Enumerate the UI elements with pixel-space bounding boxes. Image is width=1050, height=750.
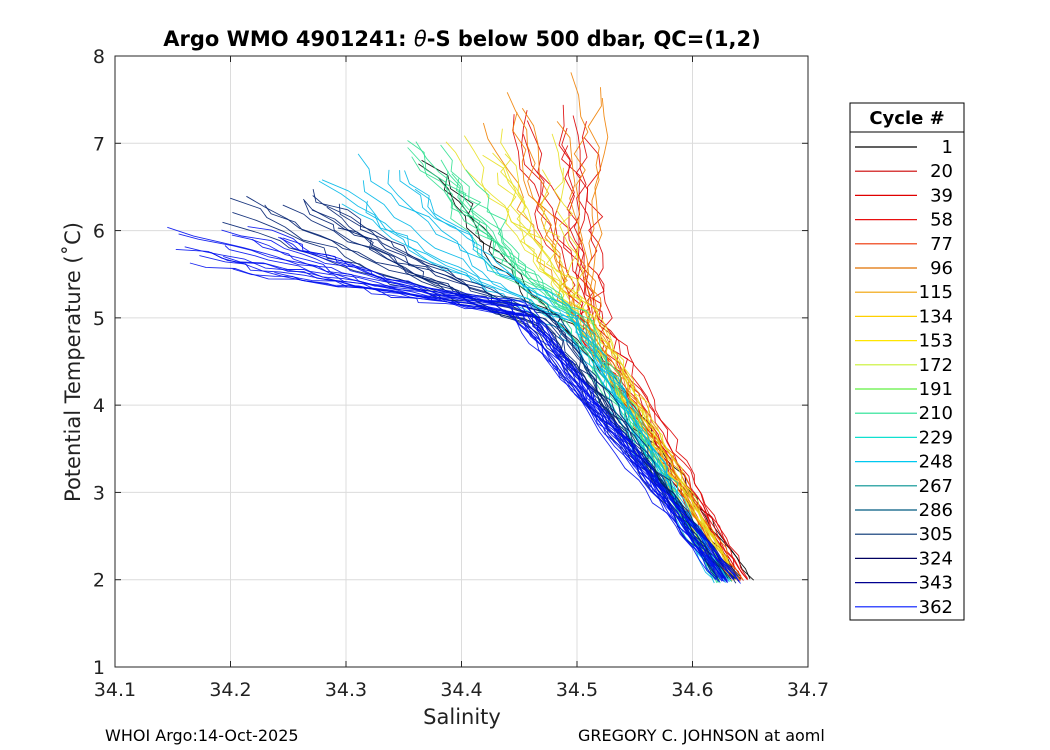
profile-line: [280, 236, 740, 582]
y-axis-ticks: 1 2 3 4 5 6 7 8: [93, 46, 808, 679]
profile-line: [572, 115, 749, 581]
x-tick-label: 34.4: [440, 679, 482, 701]
profile-line: [221, 229, 729, 583]
y-tick-label: 6: [93, 221, 105, 243]
y-tick-label: 5: [93, 308, 105, 330]
legend-label: 248: [919, 452, 953, 473]
y-tick-label: 2: [93, 570, 105, 592]
profile-line: [167, 226, 717, 580]
profile-line: [252, 238, 718, 579]
legend-label: 1: [942, 137, 953, 158]
profile-line: [231, 234, 725, 582]
legend-label: 286: [919, 500, 953, 521]
y-tick-label: 8: [93, 46, 105, 68]
y-tick-label: 1: [93, 657, 105, 679]
legend-label: 305: [919, 524, 953, 545]
legend-label: 191: [919, 379, 953, 400]
y-tick-label: 3: [93, 482, 105, 504]
footer-left: WHOI Argo:14-Oct-2025: [105, 726, 299, 745]
legend-label: 153: [919, 331, 953, 352]
legend-label: 96: [930, 258, 953, 279]
y-tick-label: 7: [93, 133, 105, 155]
legend-label: 210: [919, 403, 953, 424]
profile-line: [482, 154, 736, 582]
profile-line: [575, 121, 744, 581]
x-tick-label: 34.2: [209, 679, 251, 701]
chart-title: Argo WMO 4901241: θ-S below 500 dbar, QC…: [163, 27, 760, 51]
legend-label: 324: [919, 548, 953, 569]
profile-line: [337, 227, 737, 584]
legend-title: Cycle #: [869, 108, 944, 129]
legend-label: 267: [919, 476, 953, 497]
profile-line: [246, 195, 737, 580]
plot-area: 34.1 34.2 34.3 34.4 34.5 34.6 34.7 1 2 3 4 5 6 7 8: [93, 46, 829, 701]
profile-line: [224, 245, 737, 577]
profile-line: [223, 255, 728, 584]
legend-label: 172: [919, 355, 953, 376]
profile-line: [504, 153, 738, 581]
profile-lines: [167, 72, 755, 584]
profile-line: [326, 206, 739, 578]
y-axis-label: Potential Temperature (˚C): [61, 222, 85, 502]
legend-label: 343: [919, 573, 953, 594]
x-tick-label: 34.5: [556, 679, 598, 701]
y-tick-label: 4: [93, 395, 105, 417]
legend: Cycle # 1 20 39 58 77 96 115 134 153 172 191 210 229…: [849, 102, 965, 621]
legend-label: 229: [919, 427, 953, 448]
legend-label: 20: [930, 161, 953, 182]
x-tick-label: 34.3: [325, 679, 367, 701]
profile-line: [570, 72, 741, 581]
x-axis-label: Salinity: [423, 705, 501, 729]
legend-label: 77: [930, 234, 953, 255]
legend-label: 58: [930, 210, 953, 231]
x-tick-label: 34.6: [671, 679, 713, 701]
legend-label: 362: [919, 597, 953, 618]
x-tick-label: 34.7: [787, 679, 829, 701]
legend-entries: 1 20 39 58 77 96 115 134 153 172 191 210 229 248 267 28…: [855, 137, 953, 618]
x-tick-label: 34.1: [94, 679, 136, 701]
legend-label: 39: [930, 185, 953, 206]
profile-line: [404, 170, 724, 581]
x-axis-ticks: 34.1 34.2 34.3 34.4 34.5 34.6 34.7: [94, 56, 829, 701]
footer-right: GREGORY C. JOHNSON at aoml: [578, 726, 825, 745]
legend-label: 115: [919, 282, 953, 303]
legend-label: 134: [919, 306, 953, 327]
